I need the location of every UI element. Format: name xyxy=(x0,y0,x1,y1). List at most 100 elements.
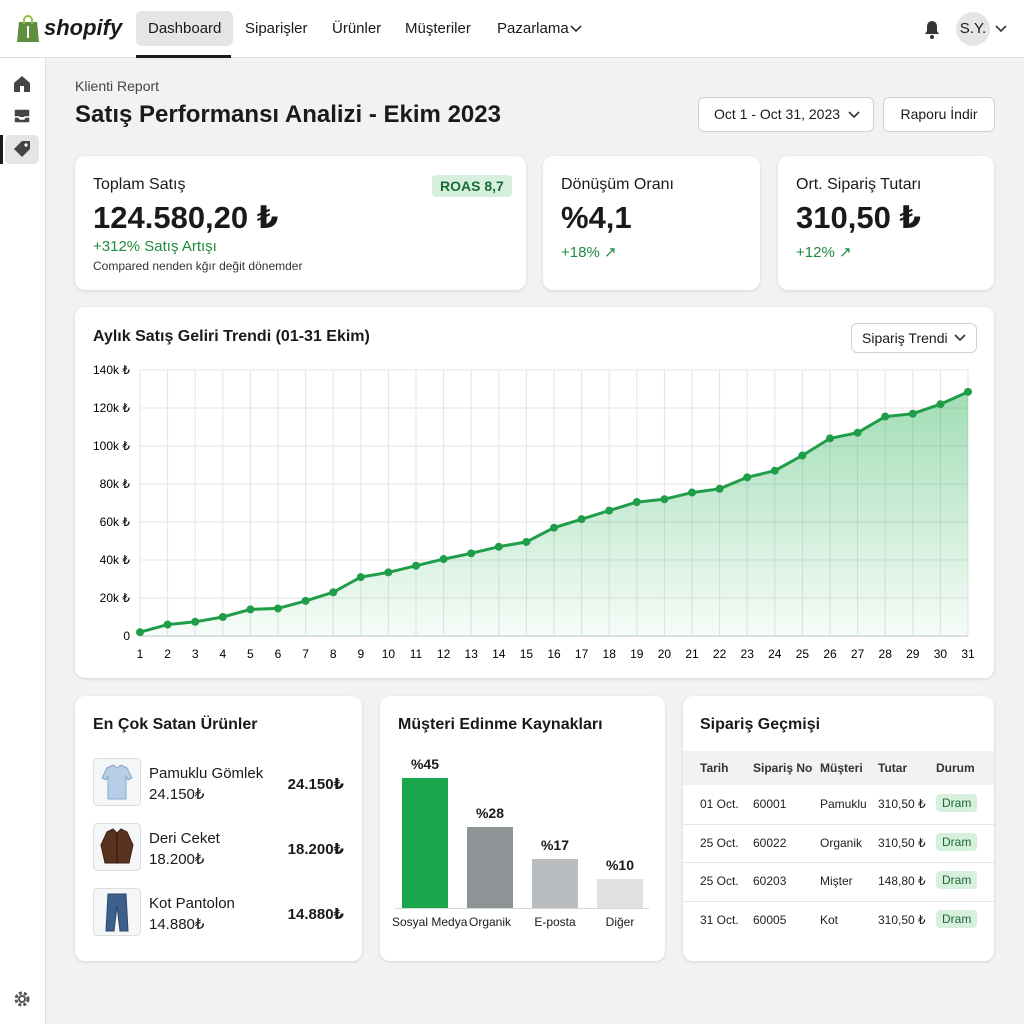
area-fill xyxy=(140,391,968,636)
point xyxy=(191,617,200,626)
y-tick-label: 20k ₺ xyxy=(100,591,131,605)
x-tick-label: 27 xyxy=(851,647,865,661)
point xyxy=(163,620,172,629)
product-total: 14.880₺ xyxy=(287,906,344,923)
table-header: Tutar xyxy=(878,761,908,775)
active-indicator xyxy=(0,135,3,164)
y-tick-label: 80k ₺ xyxy=(100,477,131,491)
point xyxy=(908,409,917,418)
row-divider xyxy=(683,823,994,825)
x-tick-label: 20 xyxy=(658,647,672,661)
point xyxy=(412,561,420,570)
x-tick-label: 17 xyxy=(575,647,589,661)
x-tick-label: 8 xyxy=(330,647,337,661)
active-underline xyxy=(136,55,231,58)
table-cell: 310,50 ₺ xyxy=(878,835,926,850)
point xyxy=(274,604,282,613)
chevron xyxy=(954,334,966,342)
x-tick-label: Sosyal Medya xyxy=(392,915,468,929)
eyebrow: Klienti Report xyxy=(75,78,160,94)
point xyxy=(632,498,641,507)
logo-icon xyxy=(17,15,39,42)
x-tick-label: 31 xyxy=(961,647,975,661)
card-title: Sipariş Geçmişi xyxy=(700,716,821,733)
x-tick-label: 1 xyxy=(137,647,144,661)
kpi-change: +312% Satış Artışı xyxy=(93,238,217,255)
x-tick-label: 10 xyxy=(382,647,396,661)
x-tick-label: 22 xyxy=(713,647,727,661)
x-tick-label: 6 xyxy=(275,647,282,661)
table-cell: Mişter xyxy=(820,874,853,889)
product-total: 18.200₺ xyxy=(287,841,344,858)
point xyxy=(136,628,144,637)
nav-tab[interactable]: Siparişler xyxy=(245,20,308,37)
status-badge: Dram xyxy=(936,871,978,890)
kpi-card xyxy=(778,156,994,290)
bell-icon[interactable] xyxy=(922,18,942,40)
x-tick-label: 5 xyxy=(247,647,254,661)
table-cell: 148,80 ₺ xyxy=(878,874,926,889)
point xyxy=(356,573,365,582)
trend-dropdown[interactable]: Sipariş Trendi xyxy=(851,323,977,353)
inbox-icon[interactable] xyxy=(13,108,31,124)
x-tick-label: 15 xyxy=(520,647,534,661)
table-cell: 01 Oct. xyxy=(700,797,739,811)
table-cell: 60001 xyxy=(753,797,787,811)
row-divider xyxy=(683,901,994,903)
nav-tab[interactable]: Müşteriler xyxy=(405,20,471,37)
download-button[interactable]: Raporu İndir xyxy=(883,97,995,132)
point xyxy=(881,412,890,421)
chart-title: Aylık Satış Geliri Trendi (01-31 Ekim) xyxy=(93,328,370,345)
y-tick-label: 40k ₺ xyxy=(100,553,131,567)
avatar[interactable]: S.Y. xyxy=(956,12,990,46)
table-header: Müşteri xyxy=(820,761,863,775)
table-cell: Kot xyxy=(820,913,839,928)
value-label: %10 xyxy=(605,857,635,873)
x-tick-label: 28 xyxy=(879,647,893,661)
point xyxy=(770,466,779,475)
product-image xyxy=(93,758,141,806)
x-tick-label: 25 xyxy=(796,647,810,661)
point xyxy=(605,506,614,515)
kpi-value: 310,50 ₺ xyxy=(796,200,921,235)
x-tick-label: 21 xyxy=(685,647,699,661)
kpi-note: Compared nenden kğır değit dönemder xyxy=(93,259,303,273)
x-tick-label: 7 xyxy=(302,647,309,661)
tag-icon[interactable] xyxy=(13,140,31,158)
table-cell: 310,50 ₺ xyxy=(878,797,926,811)
sidebar xyxy=(0,58,46,1024)
bar xyxy=(402,777,448,908)
bar xyxy=(532,858,578,908)
nav-tab[interactable]: Ürünler xyxy=(332,20,382,37)
point xyxy=(494,542,503,551)
table-cell: 60022 xyxy=(753,835,787,850)
nav-tab[interactable]: Pazarlama xyxy=(497,20,569,37)
product-image xyxy=(93,823,141,871)
x-tick-label: 19 xyxy=(630,647,644,661)
point xyxy=(577,515,586,524)
product-price: 24.150₺ xyxy=(149,786,205,803)
settings-icon[interactable] xyxy=(13,990,31,1008)
x-tick-label: 2 xyxy=(164,647,171,661)
point xyxy=(550,523,558,532)
chevron xyxy=(995,25,1007,33)
bar xyxy=(467,826,513,908)
date-range[interactable]: Oct 1 - Oct 31, 2023 xyxy=(698,97,874,132)
x-tick-label: 29 xyxy=(906,647,920,661)
chart-title: Müşteri Edinme Kaynakları xyxy=(398,716,603,733)
product-price: 18.200₺ xyxy=(149,851,205,868)
kpi-card xyxy=(543,156,760,290)
y-tick-label: 100k ₺ xyxy=(93,439,130,453)
line-chart: 0 20k ₺ 40k ₺ 60k ₺ 80k ₺ 100k ₺ 120k ₺ 140k ₺ 1… xyxy=(93,363,975,661)
brand: shopify xyxy=(44,15,123,40)
y-tick-label: 120k ₺ xyxy=(93,401,130,415)
bar-chart: %45 Sosyal Medya %28 Organik %17 E-posta %10 Di… xyxy=(380,696,665,961)
home-icon[interactable] xyxy=(13,75,31,93)
table-header: Tarih xyxy=(700,761,729,775)
x-tick-label: 13 xyxy=(465,647,479,661)
x-tick-label: 9 xyxy=(357,647,364,661)
y-tick-label: 60k ₺ xyxy=(100,515,131,529)
nav-tab[interactable]: Dashboard xyxy=(136,11,234,46)
